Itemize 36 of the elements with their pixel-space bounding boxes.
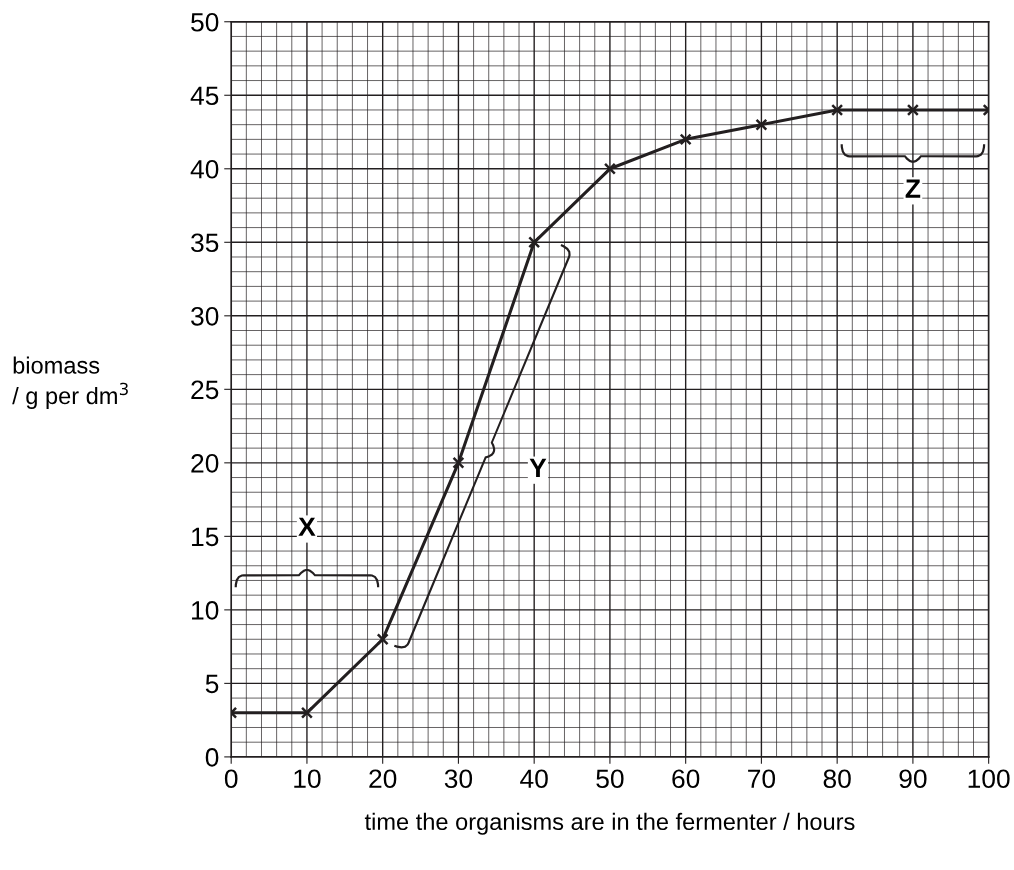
point [906, 103, 920, 117]
x-tick-label: 40 [520, 769, 548, 789]
y-tick-label: 30 [191, 306, 219, 326]
y-tick-label: 5 [205, 674, 219, 694]
y-tick-label: 45 [190, 86, 219, 106]
x-tick-label: 80 [823, 769, 851, 789]
x-tick-label: 60 [672, 769, 700, 789]
x-tick-label: 20 [369, 769, 397, 789]
x-tick-label: 100 [968, 769, 1010, 789]
point [300, 706, 314, 719]
annotation: Y [529, 458, 547, 478]
y-tick-label: 50 [191, 12, 219, 32]
x-tick-label: 30 [444, 769, 473, 789]
y-tick-label: 35 [191, 233, 219, 253]
point [755, 118, 768, 131]
annotation: X [298, 517, 316, 536]
annotation: Z [905, 179, 921, 198]
point [831, 103, 844, 117]
y-tick-label: 15 [192, 527, 219, 547]
y-tick-label: 20 [191, 453, 219, 473]
y-axis-title: biomass / g per dm$^{3}$ [12, 356, 128, 409]
x-tick-label: 0 [224, 769, 238, 789]
x-tick-label: 50 [596, 769, 624, 789]
x-axis-title: time the organisms are in the fermenter / hours [364, 812, 855, 835]
point [376, 633, 389, 646]
point [452, 456, 465, 469]
y-tick-label: 40 [190, 159, 219, 179]
point [603, 162, 617, 175]
x-tick-label: 10 [294, 769, 321, 789]
y-tick-label: 10 [192, 601, 219, 620]
point [528, 236, 541, 249]
y-tick-label: 25 [191, 380, 219, 400]
y-tick-label: 0 [205, 748, 219, 767]
x-tick-label: 70 [748, 769, 776, 789]
point [679, 133, 692, 146]
x-tick-label: 90 [899, 769, 927, 789]
